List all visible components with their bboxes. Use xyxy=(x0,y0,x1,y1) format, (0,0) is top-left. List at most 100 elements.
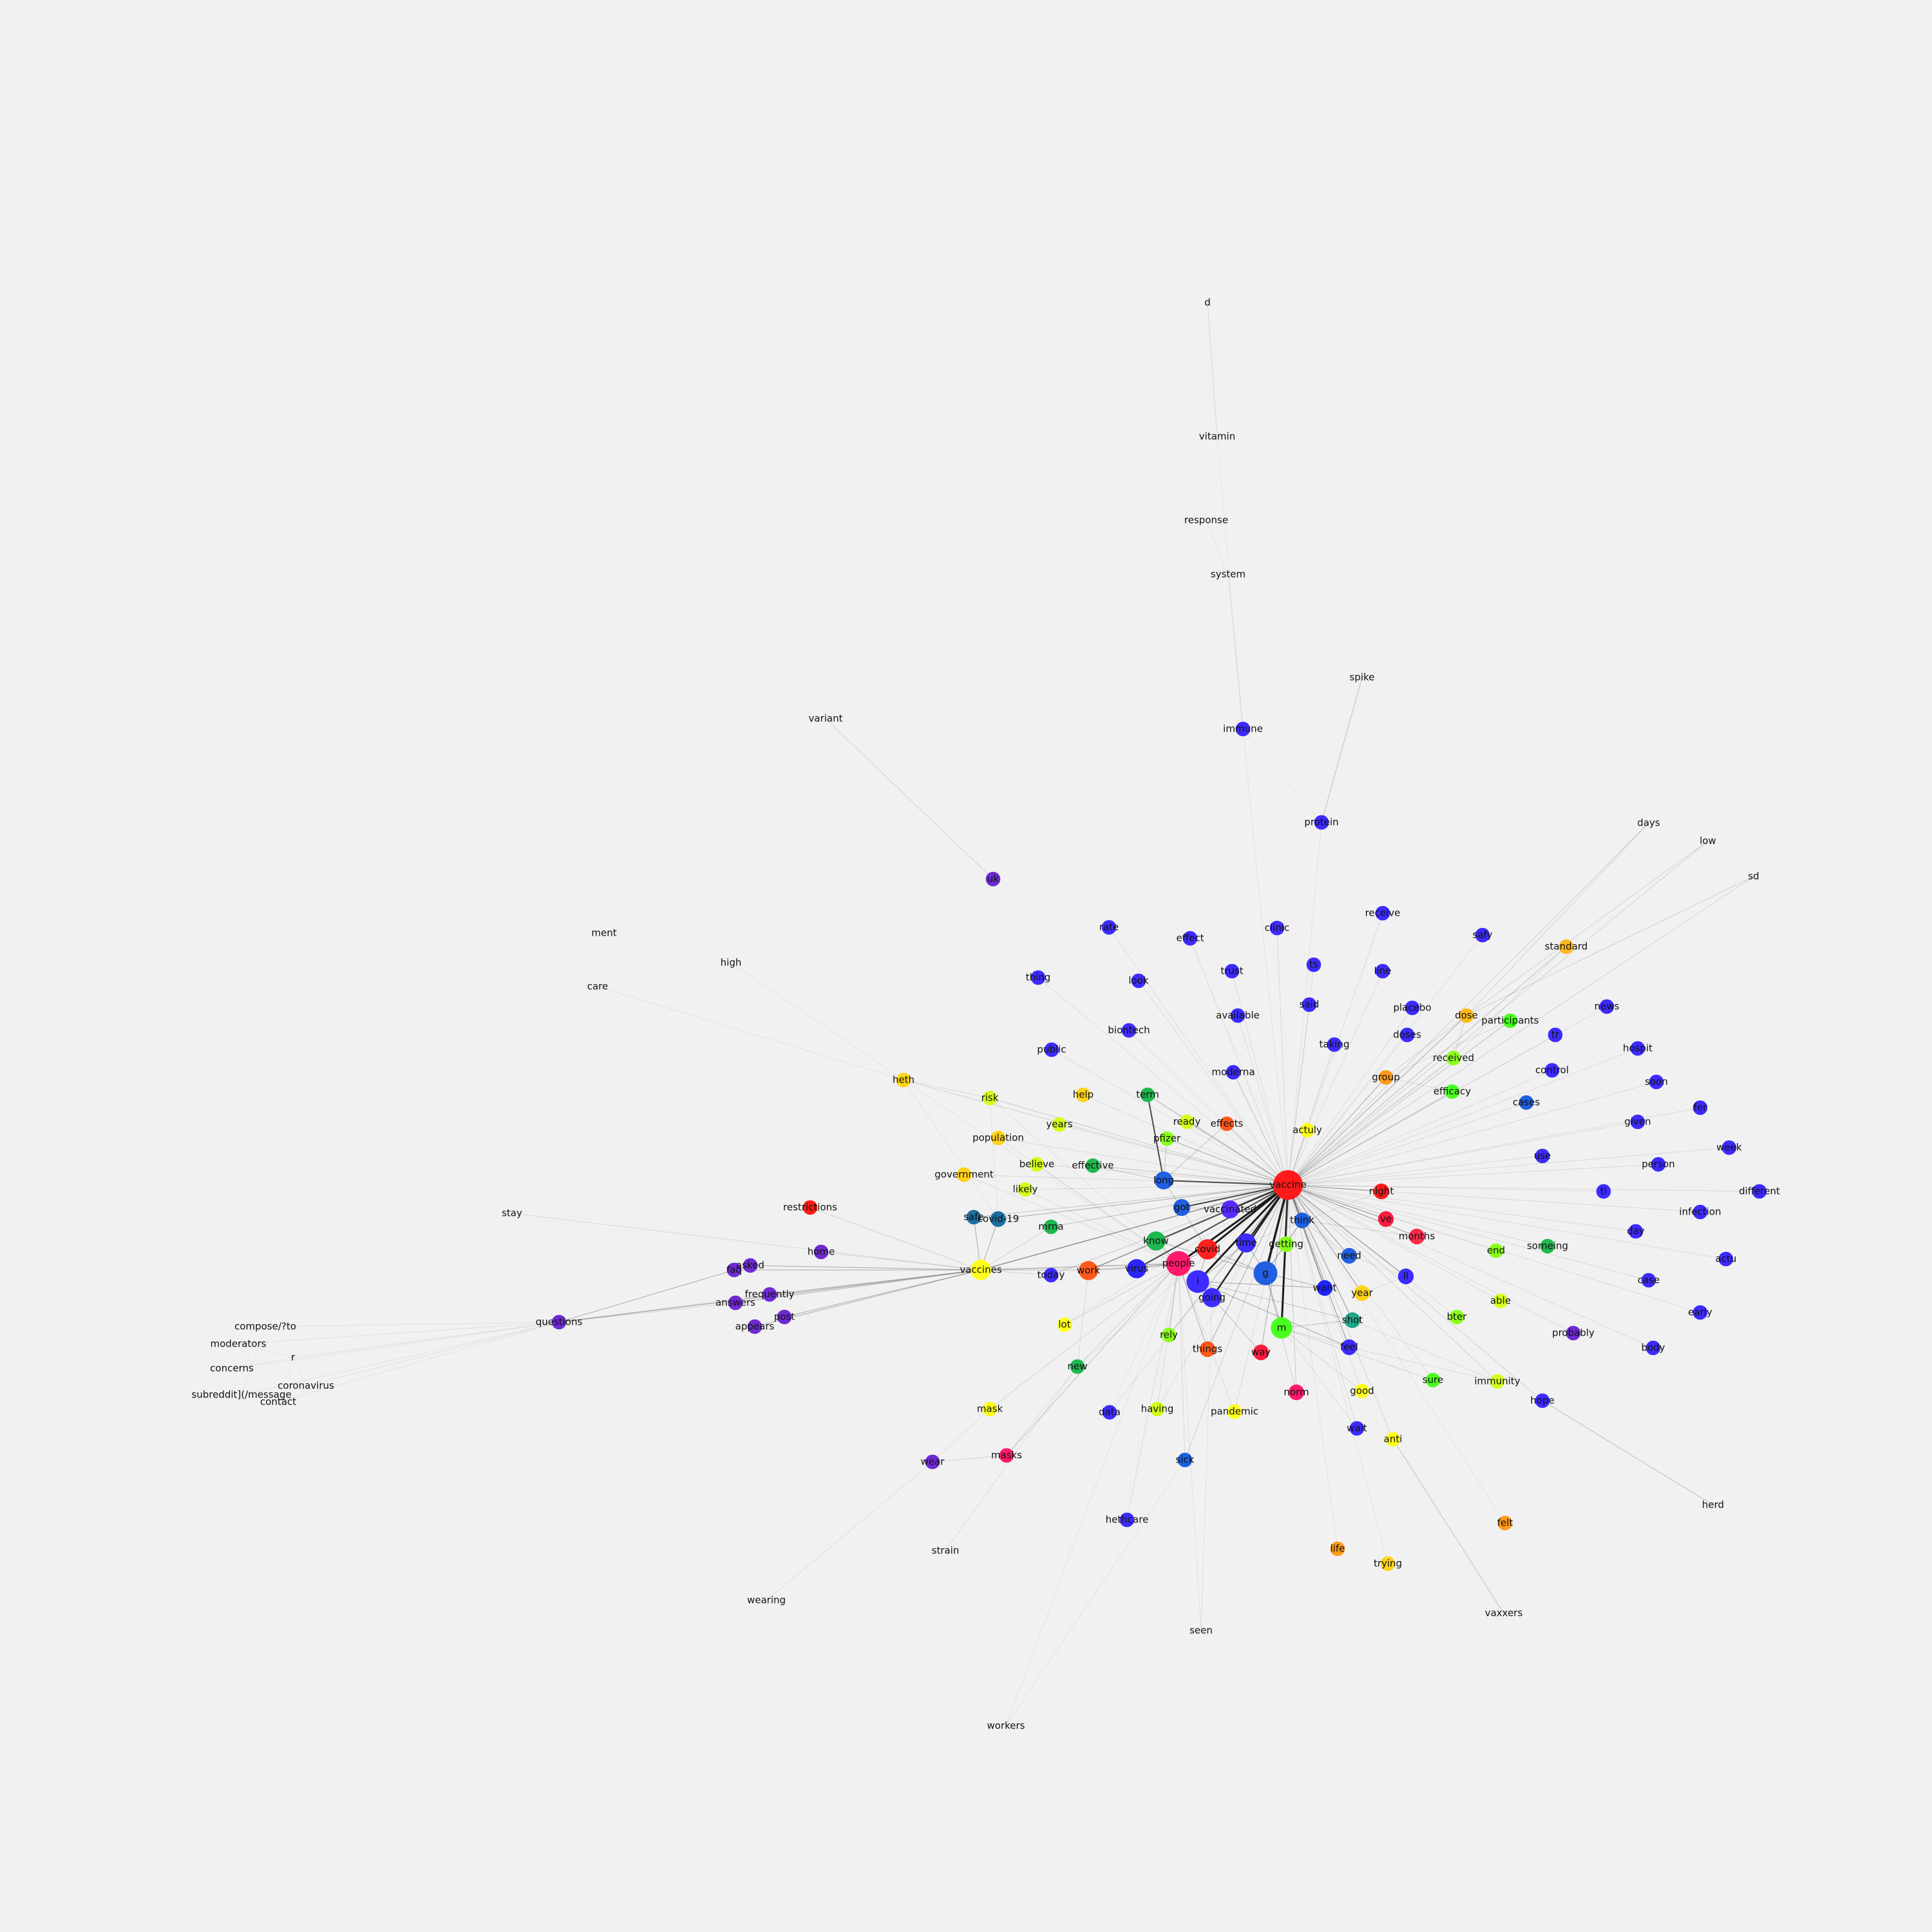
node-tr[interactable] xyxy=(1548,1027,1563,1043)
node-questions[interactable] xyxy=(551,1314,567,1330)
node-feel[interactable] xyxy=(1341,1339,1358,1356)
node-population[interactable] xyxy=(990,1130,1006,1146)
node-clinic[interactable] xyxy=(1269,920,1285,936)
node-participants[interactable] xyxy=(1502,1013,1518,1028)
node-pfizer[interactable] xyxy=(1159,1131,1175,1146)
node-answers[interactable] xyxy=(728,1295,743,1311)
node-things[interactable] xyxy=(1199,1341,1216,1358)
node-virus[interactable] xyxy=(1127,1259,1146,1278)
node-home[interactable] xyxy=(813,1244,829,1260)
node-restrictions[interactable] xyxy=(802,1200,818,1215)
node-anti[interactable] xyxy=(1385,1432,1401,1447)
node-sure[interactable] xyxy=(1425,1372,1441,1388)
node-data[interactable] xyxy=(1102,1405,1117,1420)
node-available[interactable] xyxy=(1230,1008,1245,1023)
node-placebo[interactable] xyxy=(1405,1000,1420,1016)
node-today[interactable] xyxy=(1043,1267,1059,1283)
node-months[interactable] xyxy=(1408,1228,1425,1245)
node-immune[interactable] xyxy=(1235,721,1251,737)
node-rely[interactable] xyxy=(1161,1327,1177,1343)
node-believe[interactable] xyxy=(1029,1157,1045,1172)
node-time[interactable] xyxy=(1236,1233,1256,1253)
node-work[interactable] xyxy=(1079,1261,1098,1280)
node-sick[interactable] xyxy=(1177,1452,1193,1468)
node-ve[interactable] xyxy=(1378,1211,1394,1227)
node-end[interactable] xyxy=(1488,1243,1504,1258)
node-pandemic[interactable] xyxy=(1227,1404,1242,1419)
node-years[interactable] xyxy=(1052,1117,1067,1132)
node-vaccines[interactable] xyxy=(971,1260,991,1280)
node-able[interactable] xyxy=(1493,1293,1508,1309)
node-covid[interactable] xyxy=(1197,1239,1218,1260)
node-receive[interactable] xyxy=(1375,905,1390,921)
node-safy[interactable] xyxy=(1475,927,1490,943)
node-immunity[interactable] xyxy=(1490,1374,1505,1389)
node-soon[interactable] xyxy=(1649,1074,1664,1090)
node-getting[interactable] xyxy=(1278,1236,1294,1253)
node-hope[interactable] xyxy=(1535,1393,1550,1408)
node-case[interactable] xyxy=(1641,1273,1656,1288)
node-good[interactable] xyxy=(1354,1383,1370,1399)
node-wear[interactable] xyxy=(925,1454,940,1470)
node-infection[interactable] xyxy=(1692,1204,1708,1220)
node-lot[interactable] xyxy=(1057,1317,1072,1332)
node-news[interactable] xyxy=(1599,999,1615,1014)
node-heth[interactable] xyxy=(896,1072,911,1088)
node-mrna[interactable] xyxy=(1043,1219,1059,1235)
node-probably[interactable] xyxy=(1566,1325,1581,1341)
node-effects[interactable] xyxy=(1219,1116,1235,1132)
node-people[interactable] xyxy=(1166,1251,1191,1276)
node-moderna[interactable] xyxy=(1226,1065,1241,1080)
node-day[interactable] xyxy=(1628,1224,1643,1239)
node-likely[interactable] xyxy=(1018,1182,1033,1197)
node-control[interactable] xyxy=(1544,1063,1560,1078)
node-standard[interactable] xyxy=(1558,939,1574,954)
node-government[interactable] xyxy=(956,1167,972,1182)
node-look[interactable] xyxy=(1131,973,1146,989)
node-know[interactable] xyxy=(1146,1231,1166,1251)
node-ll[interactable] xyxy=(1397,1268,1414,1285)
node-shot[interactable] xyxy=(1344,1312,1361,1329)
node-person[interactable] xyxy=(1651,1157,1666,1172)
node-effective[interactable] xyxy=(1085,1158,1101,1173)
node-given[interactable] xyxy=(1630,1114,1645,1130)
node-covid-19[interactable] xyxy=(990,1211,1007,1227)
node-year[interactable] xyxy=(1354,1285,1370,1302)
node-way[interactable] xyxy=(1253,1344,1269,1361)
node-rate[interactable] xyxy=(1101,920,1117,935)
node-efficacy[interactable] xyxy=(1444,1084,1460,1099)
node-having[interactable] xyxy=(1150,1401,1165,1417)
node-trying[interactable] xyxy=(1380,1556,1396,1571)
node-week[interactable] xyxy=(1721,1140,1737,1155)
node-i[interactable] xyxy=(1186,1270,1209,1293)
node-felt[interactable] xyxy=(1497,1515,1513,1531)
node-biontech[interactable] xyxy=(1121,1023,1137,1038)
node-masks[interactable] xyxy=(999,1448,1014,1463)
node-got[interactable] xyxy=(1173,1198,1191,1217)
node-ready[interactable] xyxy=(1179,1114,1195,1130)
node-ti[interactable] xyxy=(1596,1184,1611,1199)
node-early[interactable] xyxy=(1692,1305,1708,1320)
node-said[interactable] xyxy=(1302,997,1317,1012)
node-doses[interactable] xyxy=(1399,1027,1415,1043)
node-post[interactable] xyxy=(777,1309,792,1325)
node-hethcare[interactable] xyxy=(1119,1512,1135,1528)
node-life[interactable] xyxy=(1330,1541,1345,1557)
node-term[interactable] xyxy=(1140,1087,1155,1103)
node-protein[interactable] xyxy=(1314,815,1329,830)
node-use[interactable] xyxy=(1535,1148,1550,1164)
node-m[interactable] xyxy=(1271,1317,1293,1339)
node-wait[interactable] xyxy=(1349,1421,1365,1436)
node-someing[interactable] xyxy=(1540,1238,1555,1254)
node-hospit[interactable] xyxy=(1630,1041,1645,1056)
node-risk[interactable] xyxy=(982,1090,998,1106)
node-line[interactable] xyxy=(1375,963,1390,979)
node-asked[interactable] xyxy=(743,1258,758,1273)
node-fer[interactable] xyxy=(1692,1100,1708,1115)
node-public[interactable] xyxy=(1044,1042,1059,1057)
node-bter[interactable] xyxy=(1449,1309,1464,1325)
node-safe[interactable] xyxy=(966,1209,981,1225)
node-cases[interactable] xyxy=(1519,1095,1534,1110)
node-g[interactable] xyxy=(1253,1261,1278,1285)
node-body[interactable] xyxy=(1645,1340,1661,1356)
